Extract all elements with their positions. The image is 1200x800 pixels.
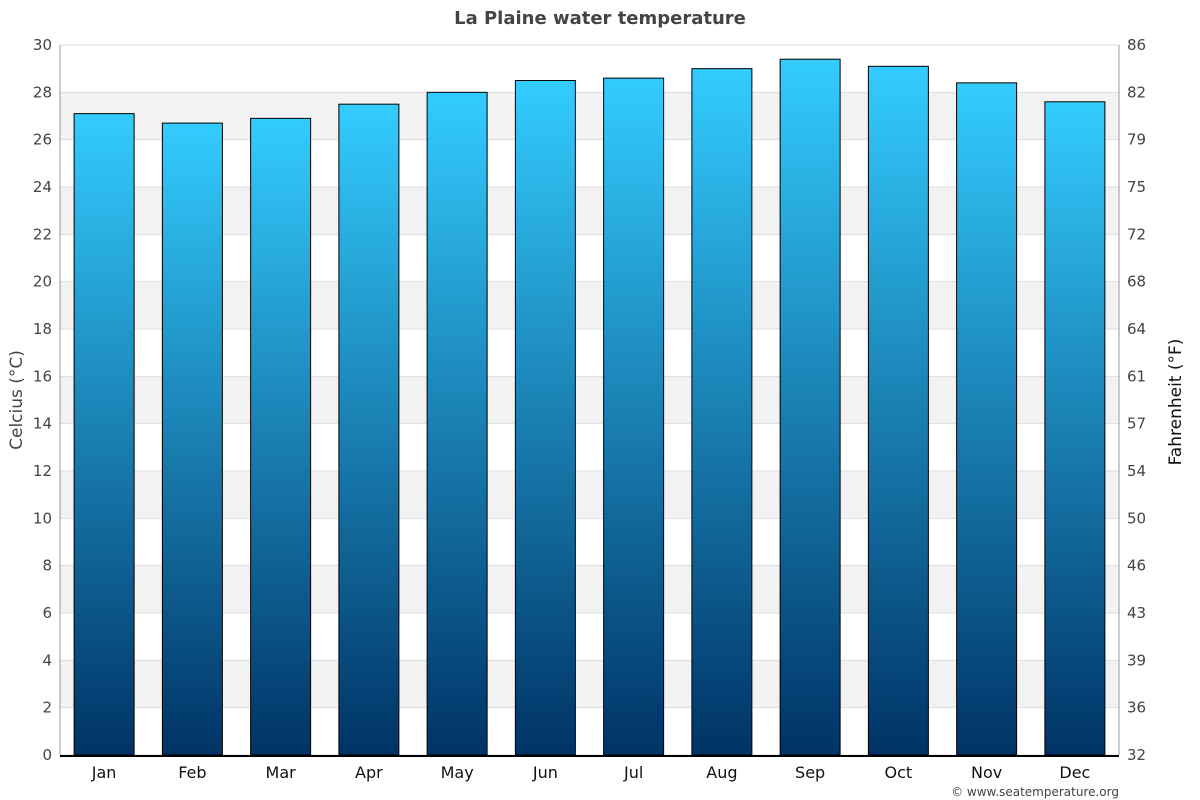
- y-tick-label-left: 6: [42, 604, 52, 622]
- grid-band: [60, 471, 1119, 519]
- y-tick-label-right: 43: [1127, 604, 1146, 622]
- bar-dec: [1044, 101, 1106, 756]
- x-tick-label: Dec: [1059, 763, 1090, 782]
- bar-nov: [956, 82, 1018, 756]
- bar-sep: [779, 58, 841, 756]
- y-tick-label-left: 16: [33, 367, 52, 385]
- y-tick-label-left: 20: [33, 273, 52, 291]
- bar-mar: [250, 117, 312, 756]
- y-tick-label-right: 50: [1127, 509, 1146, 527]
- x-tick-label: May: [441, 763, 474, 782]
- bar-jul: [603, 77, 665, 756]
- grid-band: [60, 92, 1119, 140]
- y-tick-label-right: 79: [1127, 131, 1146, 149]
- y-tick-label-right: 32: [1127, 746, 1146, 764]
- bar-aug: [691, 68, 753, 756]
- credit-text: © www.seatemperature.org: [951, 785, 1119, 799]
- bar-jan: [73, 113, 135, 756]
- x-tick-label: Nov: [971, 763, 1002, 782]
- y-axis-label-right: Fahrenheit (°F): [1166, 339, 1186, 466]
- y-tick-label-right: 54: [1127, 462, 1146, 480]
- grid-band: [60, 376, 1119, 424]
- y-tick-label-left: 12: [33, 462, 52, 480]
- y-tick-label-left: 28: [33, 83, 52, 101]
- y-tick-label-left: 4: [42, 651, 52, 669]
- y-tick-label-left: 18: [33, 320, 52, 338]
- bar-feb: [161, 122, 223, 756]
- bar-apr: [338, 103, 400, 756]
- y-tick-label-left: 2: [42, 699, 52, 717]
- y-tick-label-right: 72: [1127, 225, 1146, 243]
- chart-title: La Plaine water temperature: [454, 8, 746, 29]
- x-tick-label: Jun: [532, 763, 558, 782]
- y-tick-label-right: 39: [1127, 651, 1146, 669]
- y-tick-label-right: 75: [1127, 178, 1146, 196]
- grid-band: [60, 281, 1119, 329]
- y-tick-label-left: 26: [33, 131, 52, 149]
- y-tick-label-right: 86: [1127, 36, 1146, 54]
- x-tick-label: Aug: [706, 763, 737, 782]
- y-tick-label-right: 46: [1127, 557, 1146, 575]
- x-tick-label: Mar: [266, 763, 297, 782]
- bar-oct: [867, 65, 929, 756]
- bar-may: [426, 91, 488, 756]
- grid-band: [60, 660, 1119, 708]
- x-tick-label: Sep: [795, 763, 825, 782]
- x-tick-label: Jul: [623, 763, 643, 782]
- grid-band: [60, 565, 1119, 613]
- x-tick-label: Apr: [355, 763, 383, 782]
- y-tick-label-left: 10: [33, 509, 52, 527]
- y-tick-label-right: 61: [1127, 367, 1146, 385]
- y-tick-label-left: 22: [33, 225, 52, 243]
- y-axis-label-left: Celcius (°C): [7, 350, 27, 450]
- x-tick-label: Feb: [178, 763, 206, 782]
- x-tick-label: Jan: [91, 763, 117, 782]
- y-tick-label-left: 0: [42, 746, 52, 764]
- y-tick-label-right: 82: [1127, 83, 1146, 101]
- x-tick-label: Oct: [885, 763, 913, 782]
- grid-band: [60, 187, 1119, 235]
- y-tick-label-left: 8: [42, 557, 52, 575]
- y-tick-label-left: 30: [33, 36, 52, 54]
- y-tick-label-left: 24: [33, 178, 52, 196]
- y-tick-label-left: 14: [33, 415, 52, 433]
- y-tick-label-right: 57: [1127, 415, 1146, 433]
- y-tick-label-right: 36: [1127, 699, 1146, 717]
- bar-jun: [514, 80, 576, 756]
- y-tick-label-right: 68: [1127, 273, 1146, 291]
- y-tick-label-right: 64: [1127, 320, 1146, 338]
